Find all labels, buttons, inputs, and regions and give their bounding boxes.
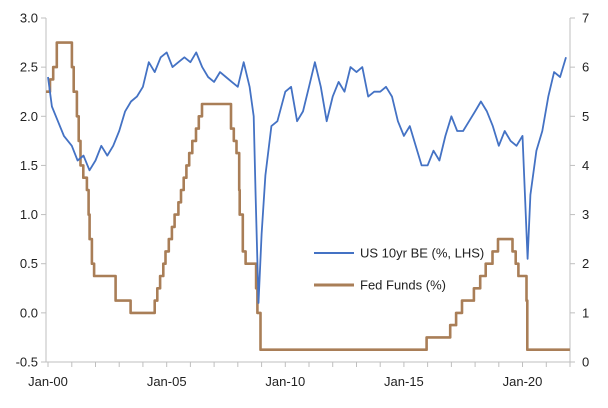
x-axis-tick-label: Jan-10 [265,374,305,389]
right-axis-tick-label: 3 [582,207,589,222]
left-axis-tick-label: 0.0 [20,305,38,320]
left-axis-tick-label: 2.0 [20,109,38,124]
right-axis-tick-label: 5 [582,109,589,124]
legend-item-fed-funds: Fed Funds (%) [314,278,446,293]
right-axis-tick-label: 2 [582,256,589,271]
left-axis-tick-label: 1.0 [20,207,38,222]
fed-funds-line [46,41,570,351]
x-axis-tick-label: Jan-00 [28,374,68,389]
legend-label: US 10yr BE (%, LHS) [360,246,484,261]
us-10yr-be-line [47,51,567,304]
right-axis-tick-label: 0 [582,355,589,370]
left-axis-tick-label: 3.0 [20,11,38,26]
left-axis-tick-label: 2.5 [20,60,38,75]
x-axis-tick-label: Jan-20 [503,374,543,389]
left-axis-tick-label: -0.5 [16,355,38,370]
left-axis-tick-label: 0.5 [20,256,38,271]
series-layer [46,41,570,351]
legend: US 10yr BE (%, LHS) Fed Funds (%) [314,246,484,293]
right-axis-tick-label: 7 [582,11,589,26]
right-axis-tick-label: 4 [582,158,589,173]
right-axis-tick-label: 1 [582,305,589,320]
x-axis-tick-label: Jan-05 [147,374,187,389]
legend-item-us-10yr-be: US 10yr BE (%, LHS) [314,246,484,261]
right-axis-tick-label: 6 [582,60,589,75]
x-axis-tick-label: Jan-15 [384,374,424,389]
left-axis-tick-label: 1.5 [20,158,38,173]
legend-label: Fed Funds (%) [360,278,446,293]
axes-layer: -0.5 0.0 0.5 1.0 1.5 2.0 2.5 3.0 0 1 2 3 4 5 6 7 Jan-00 J… [16,11,590,390]
